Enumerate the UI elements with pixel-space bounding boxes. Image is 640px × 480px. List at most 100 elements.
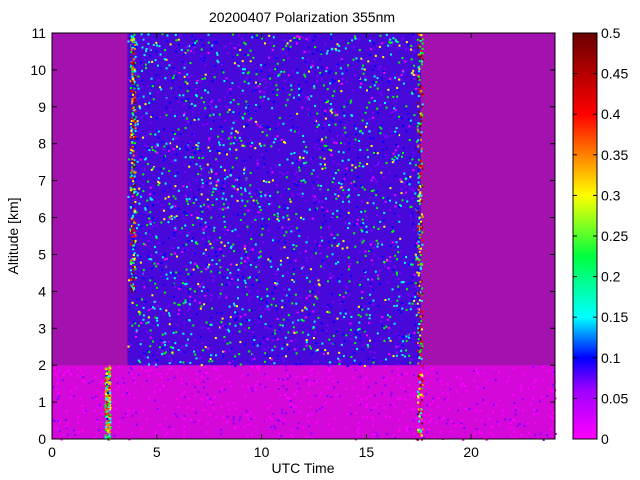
heatmap-cell: [410, 263, 412, 266]
heatmap-cell: [298, 229, 301, 232]
heatmap-cell: [263, 354, 266, 357]
heatmap-cell: [419, 45, 421, 48]
heatmap-cell: [357, 305, 360, 308]
heatmap-cell: [192, 346, 195, 349]
heatmap-cell: [331, 181, 334, 184]
heatmap-cell: [136, 84, 139, 87]
heatmap-cell: [130, 132, 132, 135]
heatmap-cell: [398, 418, 401, 421]
heatmap-cell: [343, 178, 346, 181]
heatmap-cell: [106, 436, 109, 439]
heatmap-cell: [202, 349, 205, 352]
heatmap-cell: [256, 37, 259, 40]
heatmap-cell: [223, 340, 226, 343]
heatmap-cell: [179, 34, 182, 37]
heatmap-cell: [382, 56, 385, 59]
heatmap-cell: [209, 182, 212, 185]
heatmap-cell: [326, 255, 329, 258]
heatmap-cell: [420, 347, 423, 350]
heatmap-cell: [149, 329, 152, 332]
heatmap-cell: [108, 386, 111, 389]
heatmap-cell: [167, 237, 170, 240]
heatmap-cell: [220, 165, 223, 168]
heatmap-cell: [222, 192, 225, 195]
heatmap-cell: [413, 36, 416, 39]
heatmap-cell: [414, 303, 417, 306]
heatmap-cell: [133, 63, 136, 66]
heatmap-cell: [316, 420, 319, 423]
heatmap-cell: [249, 172, 252, 174]
heatmap-cell: [275, 270, 278, 272]
heatmap-cell: [254, 383, 257, 386]
heatmap-cell: [389, 38, 392, 41]
heatmap-cell: [379, 337, 382, 340]
heatmap-cell: [370, 145, 373, 147]
heatmap-cell: [211, 402, 213, 404]
heatmap-cell: [206, 163, 209, 166]
heatmap-cell: [326, 305, 329, 308]
heatmap-cell: [417, 425, 420, 428]
heatmap-cell: [203, 101, 205, 104]
heatmap-cell: [170, 206, 173, 209]
heatmap-cell: [418, 60, 421, 63]
heatmap-cell: [360, 184, 363, 187]
heatmap-cell: [336, 317, 339, 320]
heatmap-cell: [228, 169, 230, 172]
heatmap-cell: [186, 248, 189, 251]
heatmap-cell: [399, 178, 402, 181]
heatmap-cell: [343, 112, 346, 115]
heatmap-cell: [417, 261, 420, 263]
heatmap-cell: [219, 266, 222, 269]
heatmap-cell: [335, 330, 338, 333]
heatmap-cell: [198, 149, 201, 152]
heatmap-cell: [421, 380, 424, 383]
heatmap-cell: [236, 61, 239, 64]
heatmap-cell: [122, 377, 125, 380]
heatmap-cell: [327, 367, 330, 370]
heatmap-cell: [417, 172, 420, 175]
heatmap-cell: [211, 191, 214, 194]
heatmap-cell: [230, 174, 233, 177]
heatmap-cell: [175, 215, 178, 218]
heatmap-cell: [230, 136, 233, 139]
heatmap-cell: [361, 56, 364, 59]
heatmap-cell: [129, 189, 132, 192]
heatmap-cell: [341, 159, 344, 162]
heatmap-cell: [265, 149, 268, 152]
heatmap-cell: [417, 323, 420, 326]
heatmap-cell: [126, 389, 129, 392]
heatmap-cell: [438, 416, 441, 419]
heatmap-cell: [378, 45, 381, 48]
heatmap-cell: [74, 433, 76, 436]
heatmap-cell: [313, 147, 316, 150]
heatmap-cell: [328, 311, 331, 314]
heatmap-cell: [251, 353, 254, 356]
heatmap-cell: [399, 377, 402, 379]
heatmap-cell: [173, 302, 176, 305]
heatmap-cell: [431, 368, 434, 371]
heatmap-cell: [165, 309, 168, 312]
heatmap-cell: [355, 127, 358, 130]
heatmap-cell: [264, 386, 267, 388]
heatmap-cell: [159, 67, 162, 70]
heatmap-cell: [370, 408, 373, 411]
heatmap-cell: [214, 251, 217, 253]
heatmap-cell: [392, 229, 395, 232]
heatmap-cell: [335, 65, 338, 68]
heatmap-cell: [388, 184, 391, 187]
heatmap-cell: [231, 82, 234, 85]
heatmap-cell: [219, 126, 222, 129]
heatmap-cell: [109, 417, 112, 420]
heatmap-cell: [315, 198, 318, 201]
heatmap-cell: [246, 414, 249, 416]
heatmap-cell: [191, 133, 194, 136]
heatmap-cell: [155, 432, 158, 435]
heatmap-cell: [269, 325, 272, 328]
heatmap-cell: [416, 269, 419, 272]
heatmap-cell: [359, 79, 362, 82]
heatmap-cell: [316, 80, 318, 82]
heatmap-cell: [333, 386, 336, 389]
heatmap-cell: [326, 246, 329, 249]
heatmap-cell: [106, 397, 108, 400]
heatmap-cell: [279, 263, 282, 266]
